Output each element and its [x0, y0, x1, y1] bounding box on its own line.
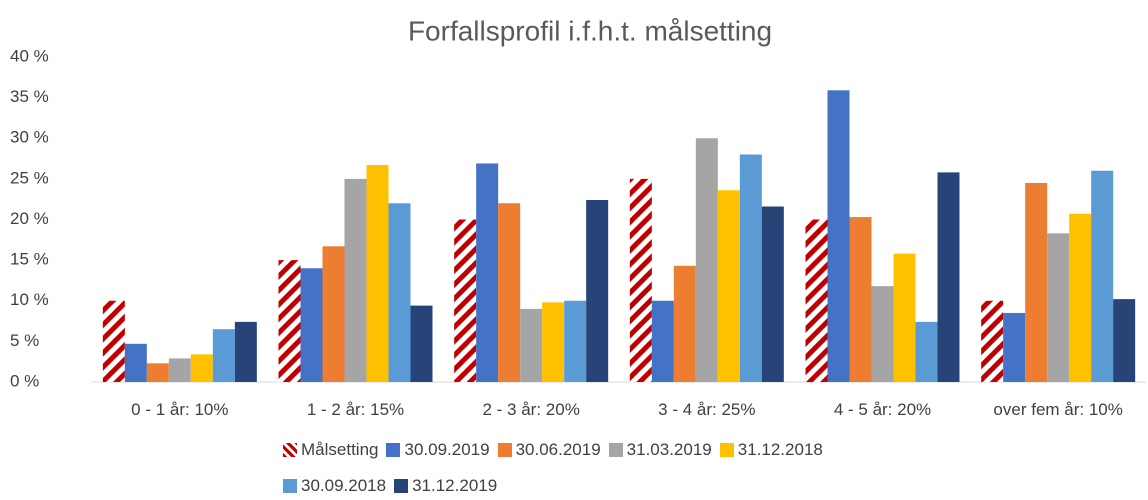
- bar: [893, 253, 916, 382]
- bar: [915, 321, 938, 382]
- legend-swatch: [283, 443, 297, 457]
- bar: [695, 138, 718, 382]
- bar: [124, 343, 147, 382]
- bar: [673, 265, 696, 382]
- bar: [542, 302, 565, 382]
- bar: [629, 178, 652, 382]
- legend-swatch: [386, 443, 401, 457]
- legend-swatch: [608, 443, 623, 457]
- bar: [146, 363, 169, 382]
- y-tick-label: 30 %: [10, 128, 49, 147]
- legend-label: 31.03.2019: [626, 440, 712, 459]
- legend-item: 31.12.2019: [394, 474, 497, 498]
- y-tick-label: 25 %: [10, 168, 49, 187]
- chart-title: Forfallsprofil i.f.h.t. målsetting: [408, 15, 772, 46]
- bar: [586, 200, 609, 382]
- y-tick-label: 15 %: [10, 250, 49, 269]
- bar: [476, 163, 499, 382]
- bar: [1025, 182, 1048, 382]
- bar: [1091, 170, 1114, 382]
- bar: [739, 154, 762, 382]
- legend-swatch: [283, 479, 297, 493]
- legend-item: 30.09.2018: [283, 474, 386, 498]
- legend-swatch: [497, 443, 512, 457]
- bar: [520, 308, 543, 382]
- legend-item: 31.12.2018: [719, 438, 823, 462]
- bar: [937, 172, 960, 382]
- legend-label: 31.12.2018: [737, 440, 823, 459]
- y-tick-label: 35 %: [10, 87, 49, 106]
- bar: [1003, 312, 1026, 382]
- bar: [871, 286, 894, 382]
- legend-label: 30.09.2019: [404, 440, 490, 459]
- bar: [388, 203, 411, 382]
- bar: [168, 358, 191, 382]
- bar: [717, 190, 740, 382]
- bar: [849, 217, 872, 382]
- bar: [981, 300, 1004, 382]
- x-tick-label: 0 - 1 år: 10%: [131, 400, 229, 419]
- y-tick-label: 0 %: [10, 371, 39, 390]
- bar: [190, 354, 213, 382]
- legend-label: 31.12.2019: [412, 476, 498, 495]
- legend-item: 30.06.2019: [497, 438, 601, 462]
- x-tick-label: 3 - 4 år: 25%: [658, 400, 756, 419]
- legend-item: 30.09.2019: [386, 438, 490, 462]
- legend-label: 30.06.2019: [515, 440, 601, 459]
- bar: [1113, 299, 1136, 382]
- bar: [344, 178, 367, 382]
- bar: [498, 203, 521, 382]
- y-tick-label: 20 %: [10, 209, 49, 228]
- bar: [761, 206, 784, 382]
- bar: [278, 260, 301, 382]
- x-tick-label: 4 - 5 år: 20%: [833, 400, 932, 419]
- legend: Målsetting 30.09.2019 30.06.2019 31.03.2019…: [283, 438, 923, 498]
- bar: [1069, 213, 1092, 382]
- legend-item: 31.03.2019: [608, 438, 712, 462]
- bar: [410, 305, 433, 382]
- legend-item: Målsetting: [283, 438, 378, 462]
- bar: [366, 165, 389, 382]
- x-tick-label: over fem år: 10%: [993, 400, 1123, 419]
- x-tick-label: 1 - 2 år: 15%: [306, 400, 405, 419]
- bar: [1047, 233, 1070, 382]
- legend-label: 30.09.2018: [301, 476, 387, 495]
- bar: [300, 268, 323, 382]
- bar: [212, 329, 235, 382]
- y-tick-label: 5 %: [10, 331, 39, 350]
- legend-swatch: [719, 443, 734, 457]
- bar: [102, 300, 125, 382]
- bar: [827, 90, 850, 382]
- y-tick-label: 10 %: [10, 290, 49, 309]
- bar: [651, 300, 674, 382]
- bar: [454, 219, 477, 382]
- legend-label: Målsetting: [301, 440, 379, 459]
- bar: [322, 246, 345, 382]
- bar: [564, 300, 587, 382]
- bar: [805, 219, 828, 382]
- y-tick-label: 40 %: [10, 46, 49, 65]
- bar: [234, 321, 257, 382]
- legend-swatch: [394, 479, 409, 493]
- x-tick-label: 2 - 3 år: 20%: [482, 400, 580, 419]
